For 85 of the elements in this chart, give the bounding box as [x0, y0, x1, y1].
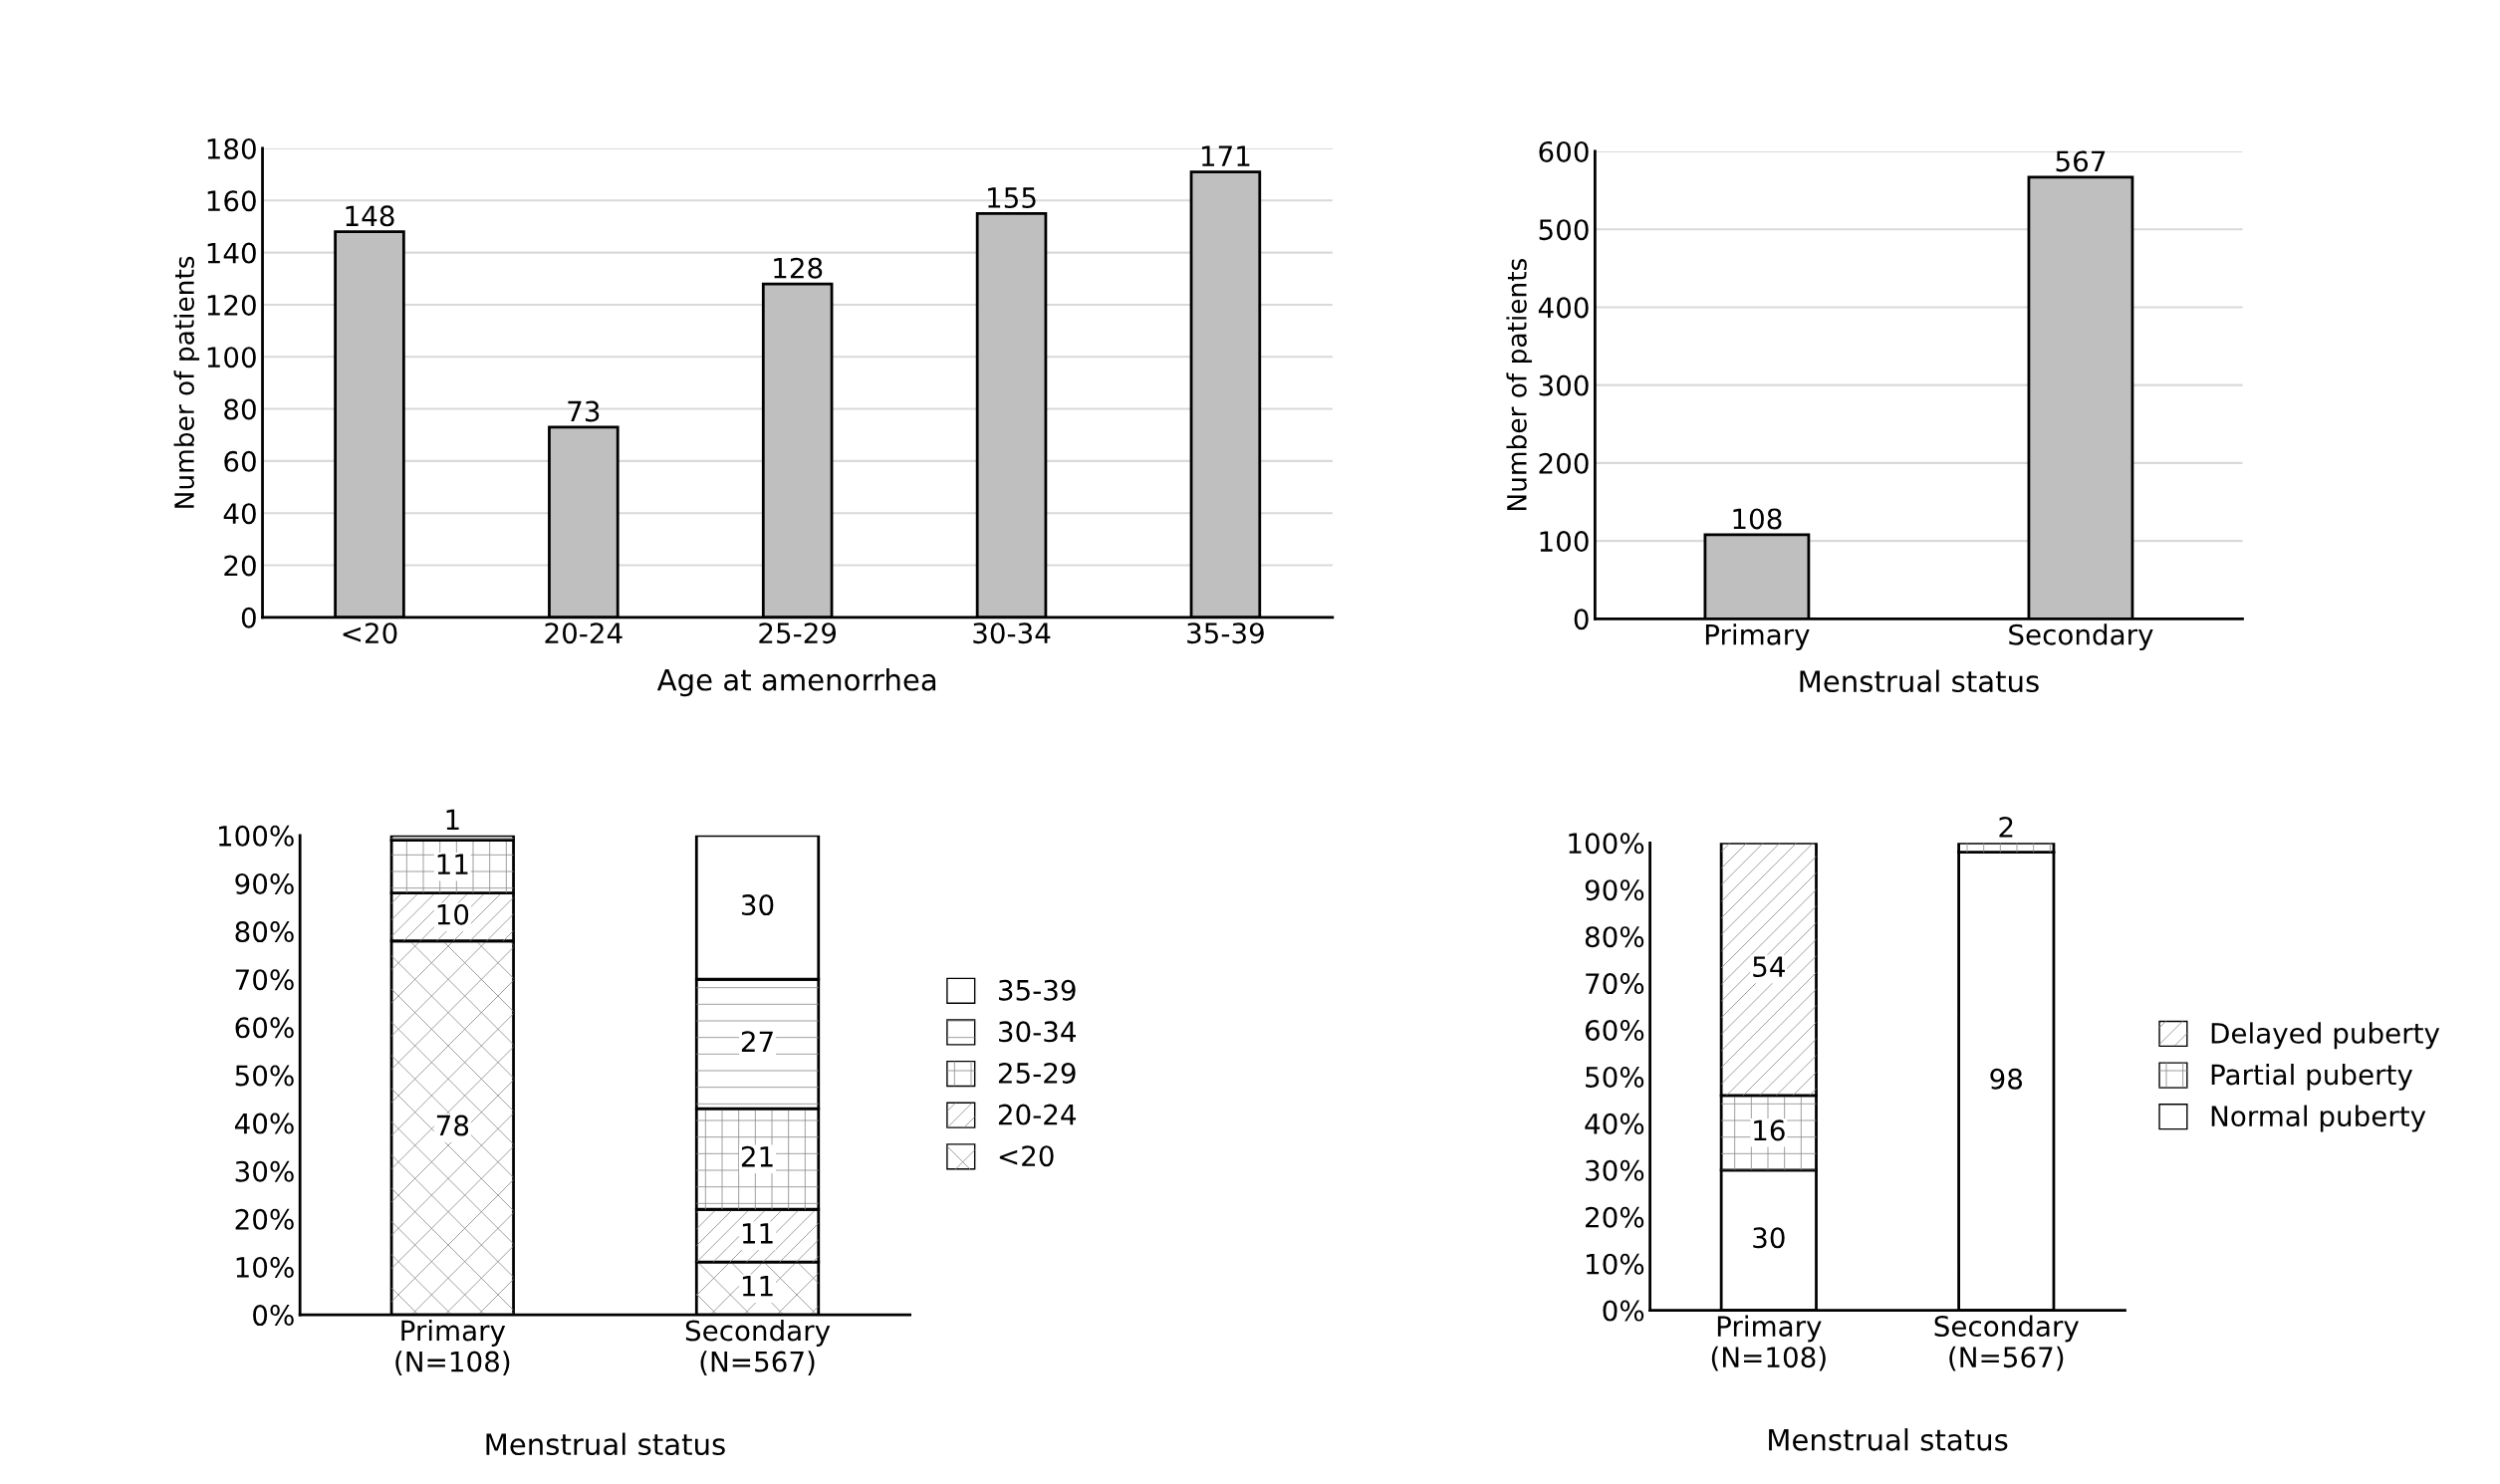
y-tick-label: 0%: [1603, 1300, 1644, 1322]
y-tick-label: 90%: [235, 872, 294, 894]
y-tick-label: 60%: [235, 1017, 294, 1039]
y-tick-label: 120: [207, 294, 256, 316]
y-tick-label: 140: [207, 242, 256, 264]
x-tick-label: Primary (N=108): [395, 1320, 510, 1375]
data-label: 108: [1733, 508, 1782, 530]
x-tick-label: 25-29: [759, 622, 837, 644]
data-label: 98: [1990, 1068, 2023, 1090]
x-tick-label: <20: [343, 622, 397, 644]
data-label: 148: [346, 205, 394, 227]
data-label: 73: [568, 400, 600, 422]
y-tick-label: 80%: [1585, 926, 1644, 948]
y-tick-label: 0: [1574, 609, 1589, 630]
y-tick-label: 70%: [235, 969, 294, 991]
legend-label: Delayed puberty: [2211, 1022, 2440, 1050]
y-tick-label: 10%: [236, 1256, 294, 1278]
data-label: 567: [2056, 150, 2106, 172]
y-tick-label: 50%: [235, 1065, 294, 1087]
legend-label: 25-29: [998, 1062, 1076, 1084]
y-tick-label: 500: [1539, 219, 1589, 241]
y-tick-label: 100%: [218, 825, 294, 847]
y-tick-label: 40: [223, 503, 256, 525]
y-tick-label: 40%: [234, 1113, 294, 1134]
data-label: 171: [1201, 145, 1250, 166]
x-tick-label: 35-39: [1187, 622, 1264, 644]
data-label: 155: [988, 187, 1036, 209]
x-axis-title: Menstrual status: [1769, 1428, 2008, 1451]
y-tick-label: 40%: [1585, 1113, 1644, 1134]
x-tick-label: Secondary: [2009, 623, 2153, 651]
y-tick-label: 80: [224, 398, 256, 420]
x-tick-label: 20-24: [545, 622, 623, 644]
y-tick-label: 70%: [1586, 973, 1644, 995]
data-label: 54: [1753, 956, 1785, 978]
y-tick-label: 60%: [1585, 1020, 1644, 1042]
y-tick-label: 20%: [235, 1208, 294, 1230]
legend-label: Partial puberty: [2211, 1063, 2413, 1091]
x-tick-label: 30-34: [973, 622, 1051, 644]
data-label: 2: [1999, 816, 2013, 838]
y-tick-label: 160: [207, 190, 256, 212]
legend-label: 30-34: [999, 1021, 1077, 1043]
y-tick-label: 90%: [1585, 879, 1644, 901]
y-tick-label: 20%: [1586, 1206, 1644, 1228]
data-label: 78: [436, 1114, 469, 1136]
y-tick-label: 600: [1539, 140, 1589, 162]
data-label: 11: [742, 1223, 773, 1244]
y-tick-label: 180: [207, 137, 256, 159]
data-label: 128: [774, 257, 823, 279]
y-tick-label: 30%: [235, 1160, 294, 1182]
data-label: 11: [437, 854, 468, 874]
y-tick-label: 200: [1539, 452, 1589, 474]
data-label: 30: [1753, 1227, 1785, 1249]
x-tick-label: Primary (N=108): [1711, 1315, 1826, 1371]
x-axis-title: Age at amenorrhea: [656, 668, 936, 697]
y-tick-label: 20: [224, 555, 256, 577]
x-tick-label: Secondary (N=567): [1934, 1315, 2079, 1371]
data-label: 27: [741, 1031, 773, 1052]
y-tick-label: 80%: [235, 921, 294, 943]
x-tick-label: Secondary (N=567): [685, 1320, 831, 1375]
y-tick-label: 300: [1539, 374, 1589, 396]
legend-label: 20-24: [998, 1104, 1077, 1125]
y-axis-title: Number of patients: [1506, 259, 1532, 510]
x-axis-title: Menstrual status: [1800, 669, 2039, 693]
y-tick-label: 10%: [1587, 1253, 1644, 1275]
y-tick-label: 100: [1540, 531, 1589, 553]
y-tick-label: 100: [207, 347, 256, 369]
y-tick-label: 100%: [1569, 833, 1644, 855]
y-axis-title: Number of patients: [173, 256, 200, 508]
y-tick-label: 60: [224, 450, 256, 472]
data-label: 10: [437, 903, 469, 925]
x-axis-title: Menstrual status: [486, 1432, 725, 1456]
y-tick-label: 0: [241, 607, 256, 628]
x-tick-label: Primary: [1705, 623, 1810, 651]
data-label: 21: [741, 1145, 773, 1167]
legend-label: Normal puberty: [2211, 1105, 2426, 1132]
legend-label: <20: [999, 1145, 1054, 1167]
y-tick-label: 0%: [253, 1305, 294, 1327]
y-tick-label: 50%: [1586, 1066, 1644, 1088]
data-label: 1: [446, 809, 459, 831]
data-label: 30: [741, 894, 774, 916]
data-label: 16: [1754, 1119, 1785, 1141]
y-tick-label: 400: [1538, 297, 1589, 319]
legend-label: 35-39: [999, 979, 1076, 1001]
y-tick-label: 30%: [1586, 1159, 1644, 1181]
data-label: 11: [742, 1276, 773, 1297]
